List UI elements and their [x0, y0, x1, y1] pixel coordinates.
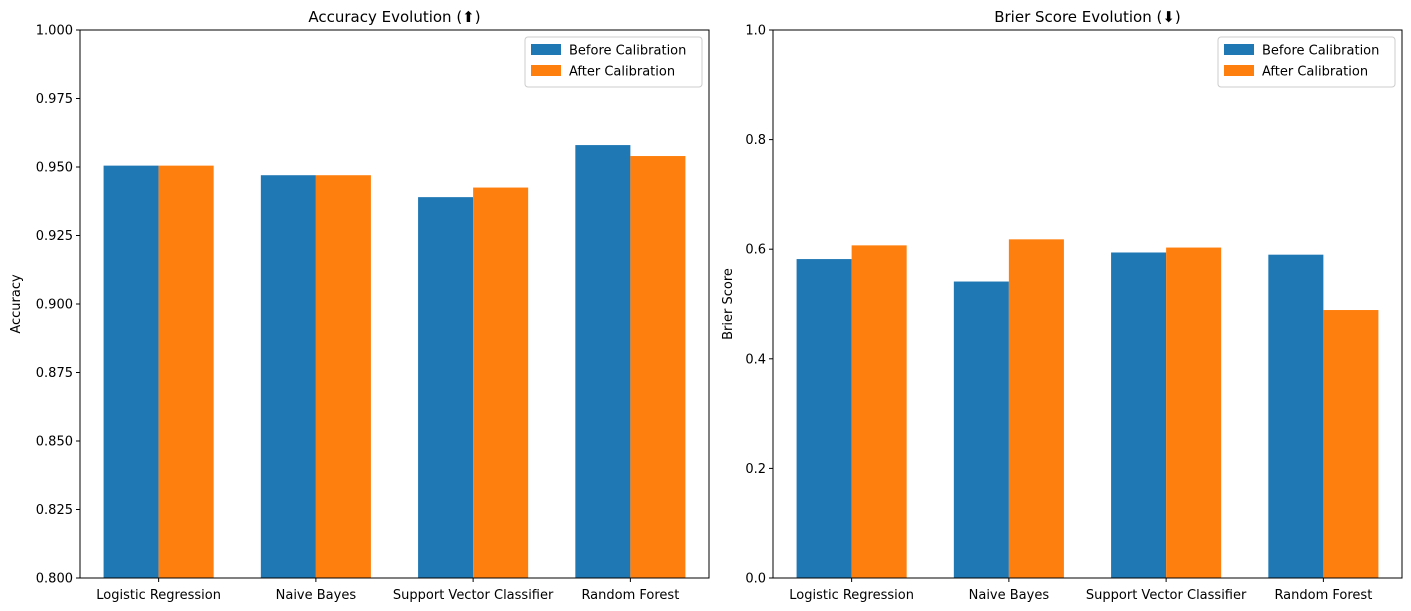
y-tick-label: 0.800	[36, 572, 73, 587]
y-axis-label: Brier Score	[721, 268, 736, 340]
y-tick-label: 0.8	[745, 133, 766, 148]
legend-swatch	[1224, 65, 1254, 76]
bar	[1268, 254, 1324, 578]
bar	[158, 165, 214, 578]
x-tick-label: Logistic Regression	[96, 588, 221, 603]
y-tick-label: 0.825	[36, 503, 73, 518]
chart-title: Brier Score Evolution (⬇)	[994, 8, 1181, 26]
x-tick-label: Naive Bayes	[276, 588, 357, 603]
legend-box	[1217, 36, 1396, 88]
bar	[103, 165, 159, 578]
axes-frame	[772, 29, 1403, 579]
y-tick-label: 0.0	[745, 572, 766, 587]
bar	[953, 281, 1009, 578]
legend-label: Before Calibration	[569, 44, 686, 59]
bar	[796, 259, 852, 578]
bar	[418, 197, 474, 578]
y-tick-label: 0.2	[745, 462, 766, 477]
y-axis-label: Accuracy	[9, 274, 24, 334]
series-after-calibration	[851, 239, 1379, 578]
legend-swatch	[531, 65, 561, 76]
bar	[1166, 247, 1222, 578]
y-tick-label: 0.900	[36, 298, 73, 313]
x-tick-label: Support Vector Classifier	[393, 588, 554, 603]
legend-swatch	[531, 44, 561, 55]
y-tick-label: 1.000	[36, 24, 73, 39]
legend-box	[524, 36, 703, 88]
y-tick-label: 0.850	[36, 435, 73, 450]
y-tick-label: 0.975	[36, 92, 73, 107]
bar	[315, 175, 371, 578]
x-tick-label: Support Vector Classifier	[1086, 588, 1247, 603]
legend-swatch	[1224, 44, 1254, 55]
chart-title: Accuracy Evolution (⬆)	[308, 8, 480, 26]
bar	[1323, 310, 1379, 578]
y-tick-label: 0.875	[36, 366, 73, 381]
bar	[260, 175, 316, 578]
y-tick-label: 0.4	[745, 352, 766, 367]
series-before-calibration	[103, 145, 631, 578]
series-after-calibration	[158, 156, 686, 579]
bar	[473, 187, 529, 579]
bar	[575, 145, 631, 578]
accuracy-chart: 0.800 0.825 0.850 0.875 0.900 0.925 0.950 0.975…	[9, 8, 710, 603]
legend-label: After Calibration	[569, 65, 675, 80]
x-tick-label: Random Forest	[581, 588, 679, 603]
legend: Before Calibration After Calibration	[1217, 36, 1396, 88]
legend-label: Before Calibration	[1262, 44, 1379, 59]
x-tick-label: Logistic Regression	[789, 588, 914, 603]
bar	[1111, 252, 1167, 578]
bar	[630, 156, 686, 579]
legend-label: After Calibration	[1262, 65, 1368, 80]
y-tick-label: 0.925	[36, 229, 73, 244]
brier-score-chart: 0.0 0.2 0.4 0.6 0.8 1.0 Logistic Regression Nai…	[721, 8, 1403, 603]
y-tick-label: 0.950	[36, 161, 73, 176]
x-tick-label: Naive Bayes	[969, 588, 1050, 603]
legend: Before Calibration After Calibration	[524, 36, 703, 88]
bar	[1008, 239, 1064, 578]
y-tick-label: 0.6	[745, 243, 766, 258]
y-tick-label: 1.0	[745, 24, 766, 39]
bar	[851, 245, 907, 578]
series-before-calibration	[796, 252, 1324, 578]
x-tick-label: Random Forest	[1274, 588, 1372, 603]
